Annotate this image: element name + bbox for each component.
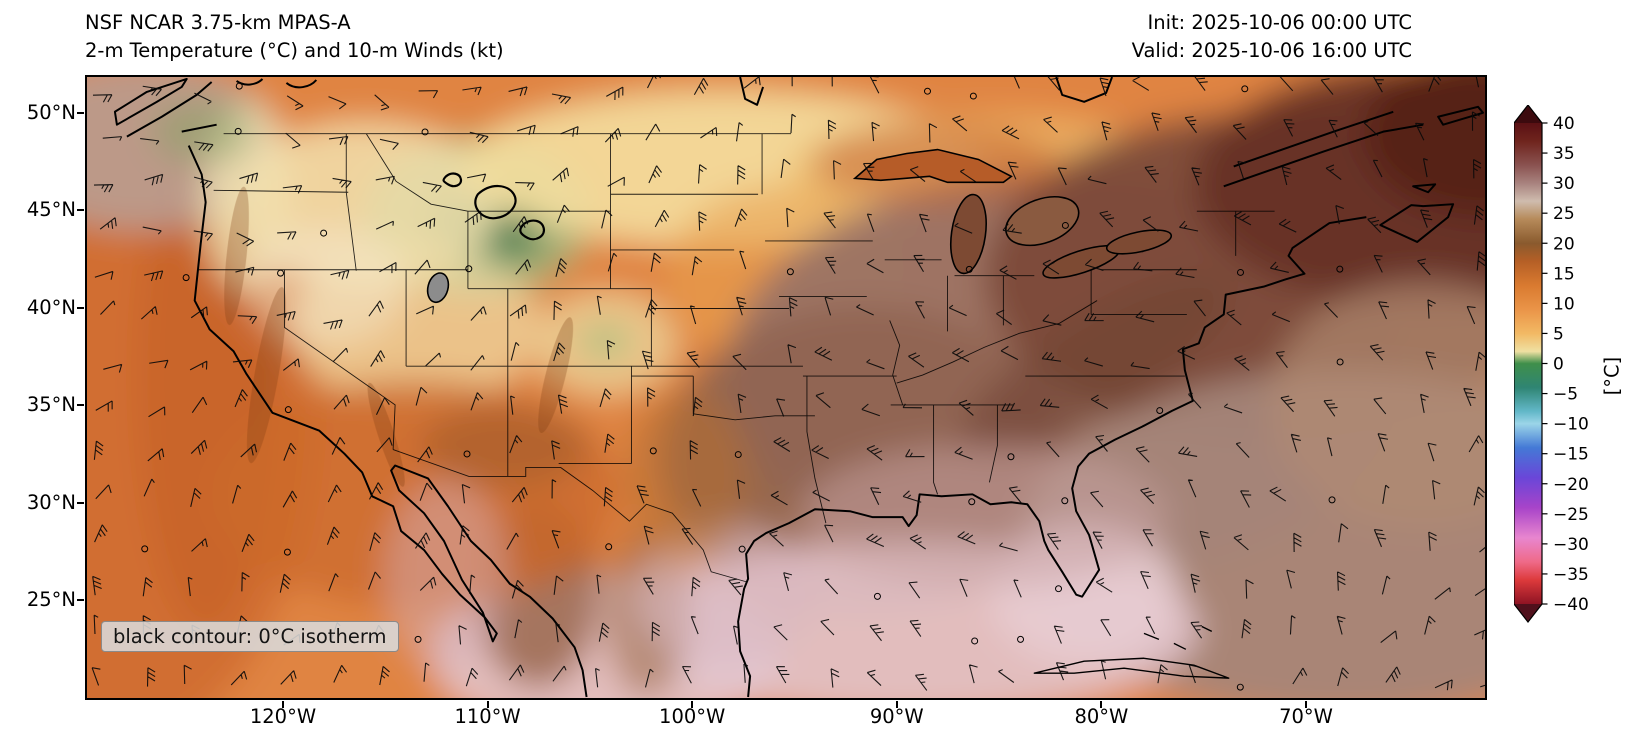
coastlines [113, 77, 1485, 698]
calm-station-circle [1061, 497, 1069, 505]
colorbar-canvas: 40 35 30 25 20 15 10 5 0 −5 −10 −15 −20 −25 −30 −35 −40 [1513, 104, 1589, 623]
lat-tick-mark [77, 306, 84, 309]
wind-barb-glyphs [91, 77, 1485, 691]
state-borders [198, 133, 1275, 583]
calm-station-circle [1156, 407, 1164, 415]
model-title: NSF NCAR 3.75-km MPAS-A [85, 11, 351, 34]
calm-station-circle [182, 274, 190, 282]
map-axes: black contour: 0°C isotherm [85, 75, 1487, 700]
calm-station-circle [605, 543, 613, 551]
colorbar-tick-label: −20 [1553, 475, 1589, 495]
calm-station-circle [463, 450, 471, 458]
calm-station-circle [924, 87, 931, 95]
lat-tick-mark [77, 112, 84, 114]
calm-station-circle [465, 265, 473, 273]
terrain-texture [224, 186, 574, 487]
colorbar-tick-label: −5 [1553, 385, 1578, 405]
colorbar-tick-label: −30 [1553, 535, 1589, 555]
calm-station-circle [234, 127, 242, 135]
colorbar-tick-label: −25 [1553, 505, 1589, 525]
lon-tick-mark [1305, 701, 1307, 708]
calm-station-circle [1336, 358, 1344, 366]
great-lakes [426, 148, 1173, 304]
lon-tick-label: 90°W [869, 705, 924, 728]
map-canvas [87, 77, 1485, 698]
colorbar-tick-label: 35 [1553, 144, 1575, 164]
lon-tick-mark [1100, 701, 1103, 708]
calm-station-circle [965, 265, 973, 273]
init-time: Init: 2025-10-06 00:00 UTC [1147, 11, 1412, 34]
lon-tick-mark [486, 701, 489, 708]
calm-station-circle [1241, 85, 1249, 93]
calm-station-circle [284, 406, 292, 414]
field-title: 2-m Temperature (°C) and 10-m Winds (kt) [85, 39, 504, 62]
calm-station-circle [1328, 496, 1336, 504]
colorbar: 40 35 30 25 20 15 10 5 0 −5 −10 −15 −20 −25 −30 −35 −40 [1513, 104, 1604, 635]
calm-station-circle [1061, 221, 1069, 229]
colorbar-tick-label: 20 [1553, 234, 1575, 254]
calm-station-circle [734, 451, 742, 459]
colorbar-tick-label: 40 [1553, 114, 1575, 134]
calm-station-circle [786, 268, 794, 276]
colorbar-tick-label: 10 [1553, 294, 1575, 314]
lon-tick-label: 70°W [1279, 705, 1333, 728]
calm-station-circle [283, 548, 291, 556]
calm-station-circle [1007, 453, 1015, 461]
calm-station-circle [414, 635, 422, 643]
colorbar-tick-label: 15 [1553, 264, 1575, 284]
lon-tick-mark [691, 701, 694, 708]
lon-tick-mark [282, 701, 284, 708]
calm-station-circle [320, 229, 328, 237]
colorbar-tick-label: 30 [1553, 174, 1575, 194]
colorbar-tick-label: −40 [1553, 595, 1589, 615]
lon-tick-mark [895, 701, 898, 708]
lat-tick-label: 45°N [26, 198, 76, 222]
calm-station-circle [873, 592, 881, 600]
calm-station-circle [277, 269, 285, 277]
lat-tick-label: 40°N [26, 295, 76, 319]
zero-isotherm-contours [235, 78, 546, 241]
wind-barbs [91, 77, 1485, 691]
lat-tick-mark [77, 501, 84, 504]
colorbar-tick-label: −35 [1553, 565, 1589, 585]
time-block: Init: 2025-10-06 00:00 UTC Valid: 2025-1… [1132, 9, 1412, 65]
lon-tick-label: 110°W [454, 705, 521, 728]
valid-time: Valid: 2025-10-06 16:00 UTC [1131, 39, 1412, 62]
calm-station-circle [1336, 265, 1344, 273]
calm-station-circle [1055, 585, 1063, 593]
lon-tick-label: 120°W [249, 705, 317, 728]
calm-station-circle [141, 545, 149, 553]
calm-station-circle [235, 82, 243, 90]
lat-tick-mark [77, 404, 84, 407]
title-block: NSF NCAR 3.75-km MPAS-A 2-m Temperature … [85, 9, 504, 65]
calm-station-circle [969, 92, 977, 100]
calm-station-circle [1017, 635, 1025, 643]
lat-tick-label: 25°N [26, 588, 76, 611]
colorbar-tick-label: 25 [1553, 204, 1575, 224]
calm-station-circle [1236, 683, 1244, 691]
colorbar-tick-label: −10 [1553, 415, 1589, 435]
lat-tick-label: 30°N [26, 490, 76, 514]
calm-station-circle [968, 498, 976, 506]
colorbar-tick-label: 5 [1553, 324, 1564, 344]
calm-station-circle [649, 447, 657, 455]
colorbar-unit-label: [°C] [1600, 356, 1624, 396]
lat-tick-mark [77, 599, 84, 601]
calm-station-circle [1237, 268, 1244, 276]
lat-tick-mark [77, 209, 84, 212]
isotherm-annotation: black contour: 0°C isotherm [101, 621, 399, 652]
calm-station-circle [971, 637, 979, 645]
lon-tick-label: 100°W [659, 705, 726, 728]
lat-tick-label: 50°N [26, 101, 76, 124]
lon-tick-label: 80°W [1074, 705, 1129, 728]
calm-station-circle [421, 128, 429, 136]
temperature-field [87, 77, 1485, 698]
colorbar-tick-label: 0 [1553, 355, 1564, 375]
lat-tick-label: 35°N [26, 393, 76, 417]
colorbar-tick-label: −15 [1553, 445, 1589, 465]
calm-station-circle [738, 545, 746, 553]
